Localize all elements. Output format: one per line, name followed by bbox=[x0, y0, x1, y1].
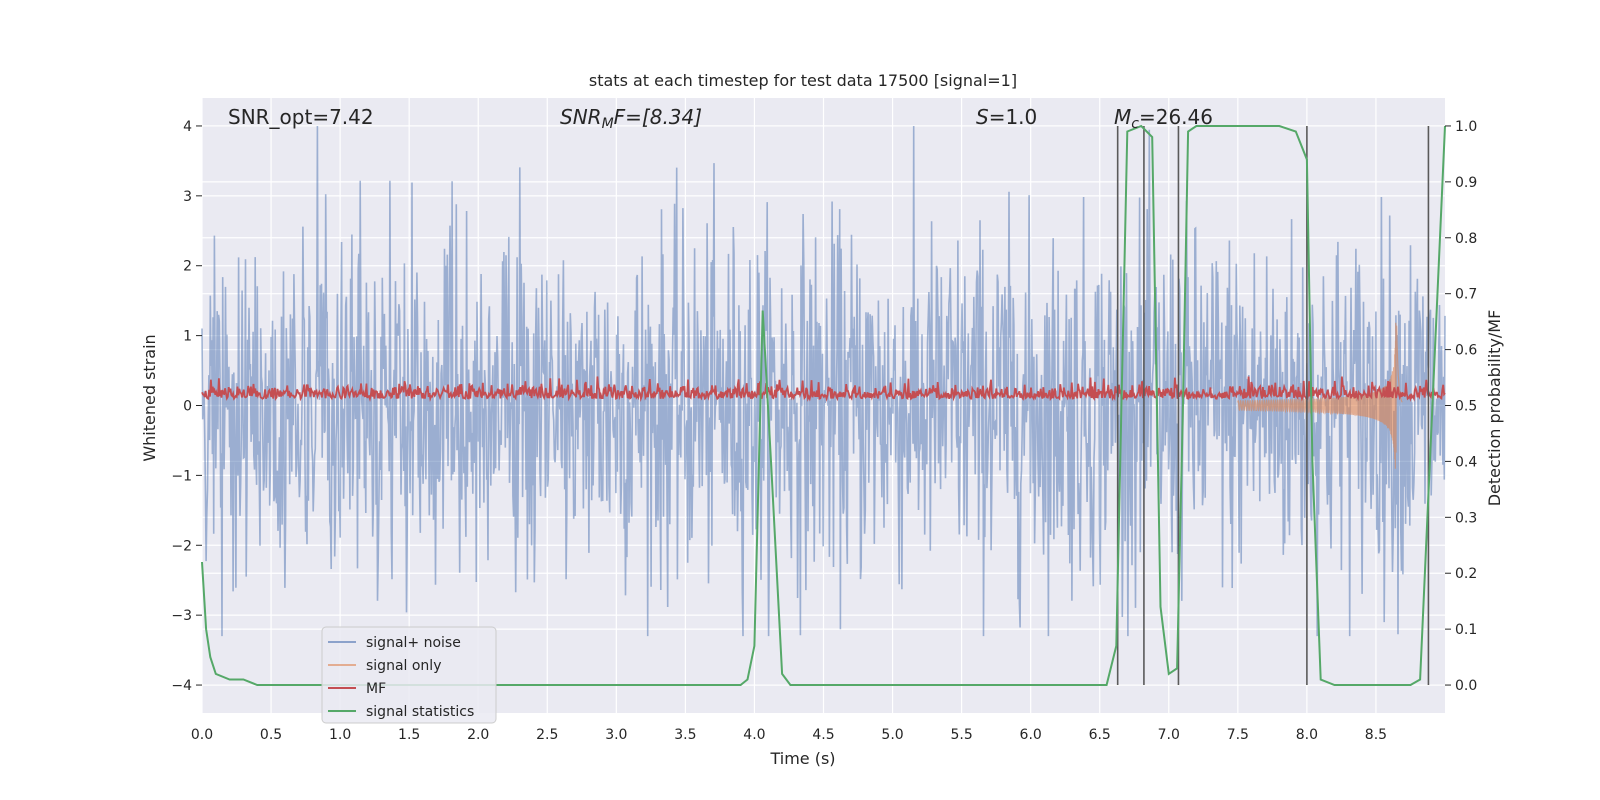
series-signal-only bbox=[1237, 322, 1403, 469]
y-tick-label: 2 bbox=[183, 259, 192, 275]
x-tick-label: 4.5 bbox=[812, 727, 834, 743]
y2-tick-label: 0.7 bbox=[1455, 287, 1477, 303]
legend-box bbox=[321, 626, 497, 724]
y2-axis-title: Detection probability/MF bbox=[1485, 310, 1504, 507]
mf-line bbox=[201, 376, 1446, 403]
y2-axis-ticks: 0.0 0.1 0.2 0.3 0.4 0.5 0.6 0.7 0.8 0.9 1.0 bbox=[1445, 119, 1477, 694]
y-tick-label: 1 bbox=[183, 329, 192, 345]
legend-label: signal+ noise bbox=[366, 635, 461, 651]
x-axis-title: Time (s) bbox=[769, 749, 835, 768]
annotation-snr-mf-base: SNR bbox=[560, 105, 602, 129]
series-mf bbox=[201, 376, 1446, 403]
annotation-snr-mf: SNRMF=[8.34] bbox=[560, 105, 702, 132]
y2-tick-label: 0.4 bbox=[1455, 454, 1477, 470]
x-tick-label: 5.0 bbox=[881, 727, 903, 743]
y2-tick-label: 0.6 bbox=[1455, 343, 1477, 359]
annotation-snr-opt: SNR_opt=7.42 bbox=[228, 105, 374, 129]
annotation-mc-sub: c bbox=[1131, 116, 1139, 132]
legend-label: signal statistics bbox=[366, 704, 474, 720]
x-tick-label: 2.0 bbox=[467, 727, 489, 743]
x-tick-label: 7.0 bbox=[1158, 727, 1180, 743]
x-tick-label: 6.5 bbox=[1089, 727, 1111, 743]
y2-tick-label: 0.5 bbox=[1455, 399, 1477, 415]
x-tick-label: 4.0 bbox=[743, 727, 765, 743]
annotation-snr-mf-tail: F=[8.34] bbox=[614, 105, 702, 129]
x-tick-label: 0.5 bbox=[260, 727, 282, 743]
x-axis-ticks: 0.0 0.5 1.0 1.5 2.0 2.5 3.0 3.5 4.0 4.5 5.0 5.5 6.0 6… bbox=[191, 727, 1387, 743]
legend: signal+ noise signal only MF signal statist… bbox=[321, 626, 497, 724]
legend-label: MF bbox=[366, 681, 386, 697]
signal-noise-line bbox=[201, 125, 1446, 637]
x-tick-label: 8.5 bbox=[1365, 727, 1387, 743]
y2-tick-label: 0.8 bbox=[1455, 231, 1477, 247]
x-tick-label: 6.0 bbox=[1020, 727, 1042, 743]
x-tick-label: 1.0 bbox=[329, 727, 351, 743]
y-tick-label: 3 bbox=[183, 189, 192, 205]
y2-tick-label: 1.0 bbox=[1455, 119, 1477, 135]
y2-tick-label: 0.1 bbox=[1455, 622, 1477, 638]
x-tick-label: 1.5 bbox=[398, 727, 420, 743]
series-signal-noise bbox=[201, 125, 1446, 637]
signal-statistics-line bbox=[201, 124, 1446, 686]
annotation-snr-mf-sub: M bbox=[602, 116, 614, 132]
x-tick-label: 5.5 bbox=[950, 727, 972, 743]
y-axis-title: Whitened strain bbox=[140, 334, 159, 461]
x-tick-label: 7.5 bbox=[1227, 727, 1249, 743]
annotation-s-label: S bbox=[976, 105, 989, 129]
y-tick-label: −2 bbox=[171, 538, 192, 554]
legend-label: signal only bbox=[366, 658, 441, 674]
y-tick-label: −1 bbox=[171, 468, 192, 484]
annotation-mc-value: =26.46 bbox=[1139, 105, 1213, 129]
annotation-mc: Mc=26.46 bbox=[1114, 105, 1213, 132]
y2-tick-label: 0.2 bbox=[1455, 566, 1477, 582]
y2-tick-label: 0.3 bbox=[1455, 510, 1477, 526]
y2-tick-label: 0.9 bbox=[1455, 175, 1477, 191]
annotation-s: S=1.0 bbox=[976, 105, 1037, 129]
y-tick-label: −4 bbox=[171, 678, 192, 694]
annotation-mc-base: M bbox=[1114, 105, 1131, 129]
y2-tick-label: 0.0 bbox=[1455, 678, 1477, 694]
y-tick-label: 4 bbox=[183, 119, 192, 135]
x-tick-label: 0.0 bbox=[191, 727, 213, 743]
y-tick-label: −3 bbox=[171, 608, 192, 624]
annotation-s-value: =1.0 bbox=[989, 105, 1038, 129]
x-tick-label: 8.0 bbox=[1296, 727, 1318, 743]
x-tick-label: 3.0 bbox=[605, 727, 627, 743]
x-tick-label: 3.5 bbox=[674, 727, 696, 743]
signal-only-line bbox=[1237, 322, 1403, 469]
chart-title: stats at each timestep for test data 175… bbox=[589, 71, 1017, 90]
y-axis-ticks: −4 −3 −2 −1 0 1 2 3 4 bbox=[171, 119, 202, 694]
y-tick-label: 0 bbox=[183, 399, 192, 415]
x-tick-label: 2.5 bbox=[536, 727, 558, 743]
series-signal-statistics bbox=[201, 124, 1446, 686]
